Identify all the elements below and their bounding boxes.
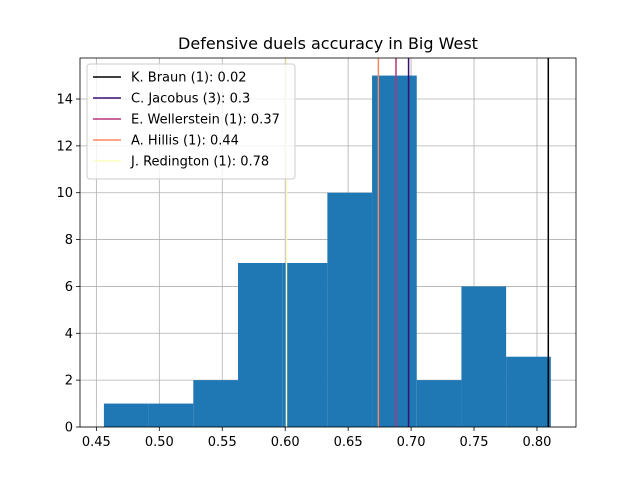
y-tick-label: 0 bbox=[65, 421, 73, 436]
y-tick-label: 6 bbox=[65, 280, 73, 295]
x-tick-label: 0.80 bbox=[522, 435, 551, 450]
histogram-bar bbox=[506, 356, 551, 427]
histogram-bar bbox=[148, 403, 194, 427]
legend-label: A. Hillis (1): 0.44 bbox=[131, 134, 239, 149]
histogram-bar bbox=[282, 263, 328, 427]
histogram-bar bbox=[461, 286, 507, 427]
legend-label: C. Jacobus (3): 0.3 bbox=[131, 92, 250, 107]
x-tick-label: 0.60 bbox=[271, 435, 300, 450]
y-tick-label: 10 bbox=[56, 186, 73, 201]
y-tick-label: 4 bbox=[65, 327, 73, 342]
legend-box bbox=[86, 63, 296, 180]
axes-frame bbox=[79, 57, 577, 428]
y-tick-label: 2 bbox=[65, 374, 73, 389]
x-tick-label: 0.50 bbox=[145, 435, 174, 450]
histogram-bar bbox=[237, 263, 283, 427]
y-tick-label: 8 bbox=[65, 233, 73, 248]
histogram-bar bbox=[327, 192, 373, 427]
histogram-bar bbox=[416, 380, 462, 427]
x-tick-label: 0.75 bbox=[460, 435, 489, 450]
y-tick-label: 14 bbox=[56, 93, 73, 108]
chart-title: Defensive duels accuracy in Big West bbox=[178, 34, 478, 53]
legend-label: E. Wellerstein (1): 0.37 bbox=[131, 113, 280, 128]
y-tick-label: 12 bbox=[56, 139, 73, 154]
x-tick-label: 0.45 bbox=[82, 435, 111, 450]
histogram-bar bbox=[193, 380, 238, 427]
plot-area: 0.45 0.50 0.55 0.60 0.65 0.70 0.75 0.80 0 2 4 6 8 10 1… bbox=[56, 57, 577, 450]
x-tick-label: 0.65 bbox=[334, 435, 363, 450]
x-tick-label: 0.70 bbox=[397, 435, 426, 450]
legend-label: K. Braun (1): 0.02 bbox=[131, 71, 247, 86]
histogram-bar bbox=[103, 403, 149, 427]
x-tick-label: 0.55 bbox=[208, 435, 237, 450]
legend-label: J. Redington (1): 0.78 bbox=[130, 155, 269, 170]
